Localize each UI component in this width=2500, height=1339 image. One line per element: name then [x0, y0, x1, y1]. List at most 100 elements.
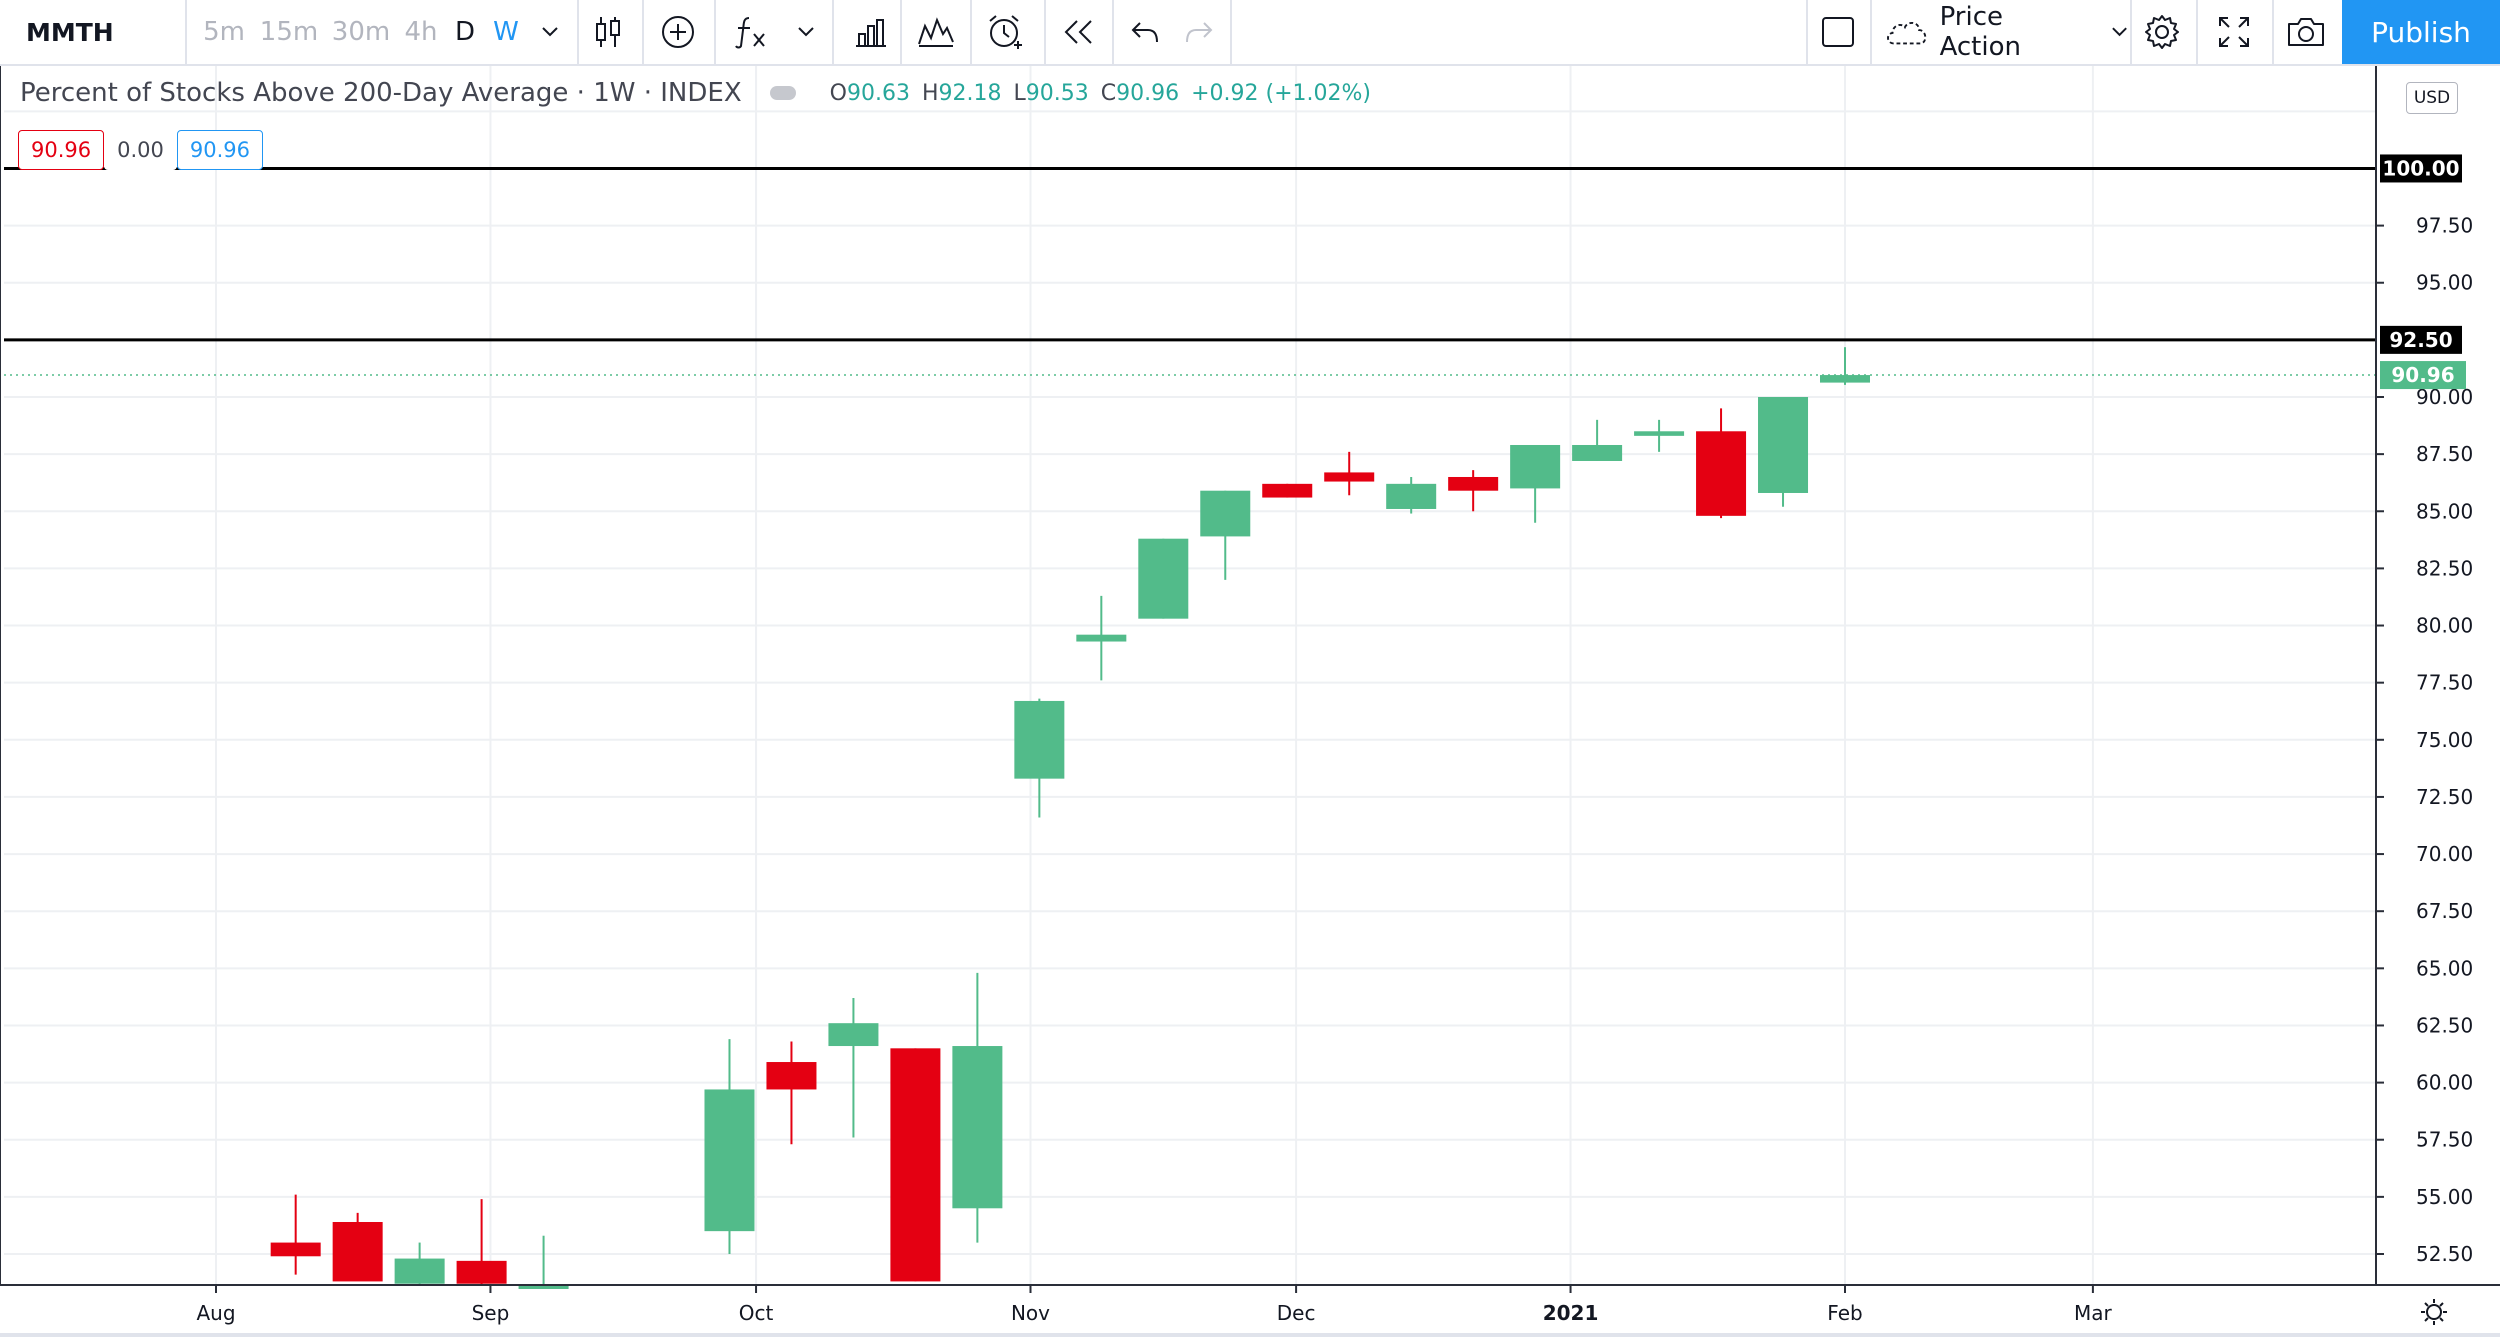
- settings-gear-icon: [2145, 15, 2179, 49]
- toolbar-divider: [577, 0, 579, 64]
- price-tick-label: 72.50: [2416, 785, 2473, 809]
- ohlc-high-key: H: [921, 80, 939, 106]
- time-tick-label: Nov: [1011, 1301, 1050, 1325]
- snapshot-button[interactable]: [2278, 0, 2334, 64]
- chevron-down-icon: [798, 27, 814, 37]
- spread-value: 0.00: [104, 130, 177, 170]
- ohlc-change: +0.92 (+1.02%): [1191, 80, 1371, 106]
- interval-5m-button[interactable]: 5m: [203, 17, 245, 47]
- time-tick-label: 2021: [1543, 1301, 1599, 1325]
- candle-body: [1386, 483, 1437, 509]
- indicators-button[interactable]: [722, 0, 778, 64]
- candle-body: [1262, 483, 1313, 498]
- templates-button[interactable]: [906, 0, 966, 64]
- undo-button[interactable]: [1120, 0, 1170, 64]
- candle-body: [332, 1222, 383, 1282]
- toolbar-divider: [1112, 0, 1114, 64]
- candle-body: [704, 1089, 755, 1232]
- interval-30m-button[interactable]: 30m: [331, 17, 391, 47]
- candle-body: [270, 1242, 321, 1257]
- redo-button[interactable]: [1174, 0, 1224, 64]
- candle-body: [1572, 444, 1623, 461]
- candle-body: [766, 1062, 817, 1090]
- toolbar-divider: [2130, 0, 2132, 64]
- price-tick-label: 70.00: [2416, 842, 2473, 866]
- ohlc-close-key: C: [1100, 80, 1117, 106]
- candlestick-chart[interactable]: 52.50 55.00 57.50 60.00 62.50 65.00 67.50 70.00…: [0, 66, 2500, 1339]
- interval-15m-button[interactable]: 15m: [259, 17, 319, 47]
- candle-body: [828, 1023, 879, 1047]
- price-tick-label: 57.50: [2416, 1128, 2473, 1152]
- alert-clock-icon: [989, 15, 1022, 49]
- time-tick-label: Dec: [1277, 1301, 1316, 1325]
- last-price-label: 90.96: [2391, 363, 2454, 387]
- price-tick-label: 75.00: [2416, 728, 2473, 752]
- price-tick-label: 55.00: [2416, 1185, 2473, 1209]
- buy-price-button[interactable]: 90.96: [176, 130, 264, 170]
- toolbar-divider: [1870, 0, 1872, 64]
- redo-icon: [1186, 22, 1213, 43]
- currency-label[interactable]: USD: [2406, 82, 2458, 114]
- chevron-down-icon: [542, 27, 558, 37]
- candle-body: [518, 1285, 569, 1289]
- layout-name: Price Action: [1939, 2, 2021, 62]
- candles-icon: [596, 17, 620, 47]
- ohlc-low-key: L: [1013, 80, 1026, 106]
- toolbar-divider: [1806, 0, 1808, 64]
- toolbar-divider: [832, 0, 834, 64]
- sell-price-button[interactable]: 90.96: [18, 130, 105, 170]
- candle-body: [1014, 700, 1065, 779]
- price-tick-label: 85.00: [2416, 499, 2473, 523]
- price-tick-label: 67.50: [2416, 899, 2473, 923]
- interval-d-button[interactable]: D: [454, 17, 476, 47]
- toolbar-divider: [1044, 0, 1046, 64]
- publish-button[interactable]: Publish: [2342, 0, 2500, 64]
- save-layout-button[interactable]: Price Action: [1876, 0, 2128, 64]
- interval-w-button[interactable]: W: [493, 17, 519, 47]
- ohlc-low-value: 90.53: [1025, 80, 1089, 106]
- toolbar-divider: [714, 0, 716, 64]
- candle-body: [1634, 431, 1685, 436]
- alert-button[interactable]: [976, 0, 1036, 64]
- settings-button[interactable]: [2136, 0, 2188, 64]
- price-tick-label: 95.00: [2416, 271, 2473, 295]
- candle-body: [1510, 444, 1561, 489]
- chart-pane[interactable]: 52.50 55.00 57.50 60.00 62.50 65.00 67.50 70.00…: [0, 66, 2500, 1339]
- interval-dropdown-button[interactable]: [532, 0, 568, 64]
- fullscreen-icon: [2219, 17, 2249, 47]
- chart-legend: Percent of Stocks Above 200-Day Average …: [20, 78, 1371, 108]
- candle-body: [1758, 397, 1809, 493]
- layout-select-button[interactable]: [1812, 0, 1864, 64]
- chart-type-button[interactable]: [583, 0, 633, 64]
- camera-icon: [2288, 18, 2324, 46]
- price-tick-label: 65.00: [2416, 956, 2473, 980]
- candle-body: [952, 1046, 1003, 1209]
- interval-4h-button[interactable]: 4h: [404, 17, 438, 47]
- indicators-fx-icon: [735, 17, 765, 49]
- price-tick-label: 60.00: [2416, 1071, 2473, 1095]
- axis-settings-gear-icon[interactable]: [2421, 1299, 2447, 1325]
- legend-collapse-toggle[interactable]: [769, 86, 796, 100]
- price-tick-label: 52.50: [2416, 1242, 2473, 1266]
- price-tick-label: 62.50: [2416, 1013, 2473, 1037]
- candle-body: [1200, 490, 1251, 537]
- compare-symbol-button[interactable]: [650, 0, 706, 64]
- fullscreen-button[interactable]: [2202, 0, 2266, 64]
- indicators-dropdown-button[interactable]: [788, 0, 824, 64]
- time-tick-label: Aug: [196, 1301, 235, 1325]
- cloud-icon: [1887, 22, 1927, 45]
- financials-bar-icon: [856, 19, 886, 47]
- toolbar-divider: [185, 0, 187, 64]
- series-title[interactable]: Percent of Stocks Above 200-Day Average …: [20, 78, 742, 108]
- time-tick-label: Feb: [1827, 1301, 1862, 1325]
- toolbar-divider: [642, 0, 644, 64]
- price-tick-label: 87.50: [2416, 442, 2473, 466]
- symbol-search[interactable]: MMTH: [26, 17, 114, 47]
- candle-body: [456, 1260, 507, 1284]
- candle-body: [1076, 634, 1127, 642]
- chart-background: [0, 66, 2500, 1339]
- replay-button[interactable]: [1052, 0, 1106, 64]
- financials-button[interactable]: [836, 0, 906, 64]
- time-tick-label: Mar: [2074, 1301, 2113, 1325]
- compare-plus-icon: [662, 16, 694, 48]
